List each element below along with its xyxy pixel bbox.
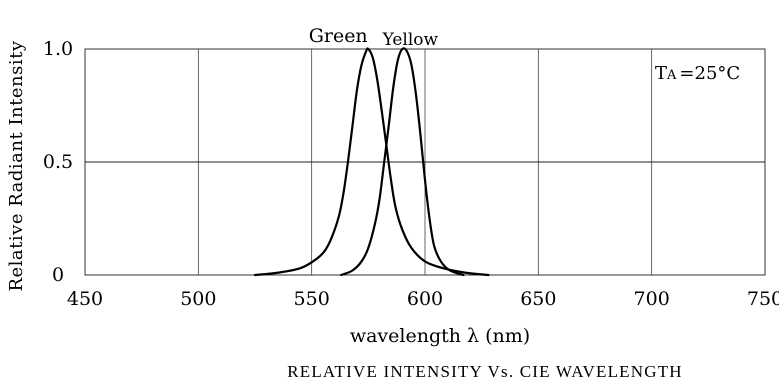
x-tick-label: 750 (747, 288, 779, 310)
x-tick-label: 500 (180, 288, 216, 310)
y-axis-label: Relative Radiant Intensity (6, 40, 27, 291)
series-label-yellow: Yellow (382, 30, 439, 50)
temperature-annotation: TA =25°C (655, 63, 740, 84)
x-axis-label: wavelength λ (nm) (350, 325, 530, 347)
y-tick-label: 0 (52, 264, 64, 286)
chart-title: RELATIVE INTENSITY Vs. CIE WAVELENGTH (287, 362, 683, 381)
annotation-suffix: =25°C (679, 63, 740, 84)
x-tick-label: 550 (294, 288, 330, 310)
series-label-green: Green (309, 25, 368, 47)
grid-lines (85, 49, 765, 275)
x-tick-label: 650 (520, 288, 556, 310)
annotation-prefix: T (655, 63, 667, 84)
labels-layer: 450 500 550 600 650 700 750 0 0.5 1.0 Green Yellow (43, 25, 779, 310)
x-tick-label: 450 (67, 288, 103, 310)
series-line-yellow (340, 47, 465, 277)
x-tick-label: 600 (407, 288, 443, 310)
annotation-subscript: A (666, 68, 677, 83)
y-tick-label: 0.5 (43, 151, 73, 173)
x-tick-label: 700 (634, 288, 670, 310)
y-tick-label: 1.0 (43, 38, 73, 60)
series-layer (253, 47, 490, 277)
series-line-green (253, 47, 490, 277)
